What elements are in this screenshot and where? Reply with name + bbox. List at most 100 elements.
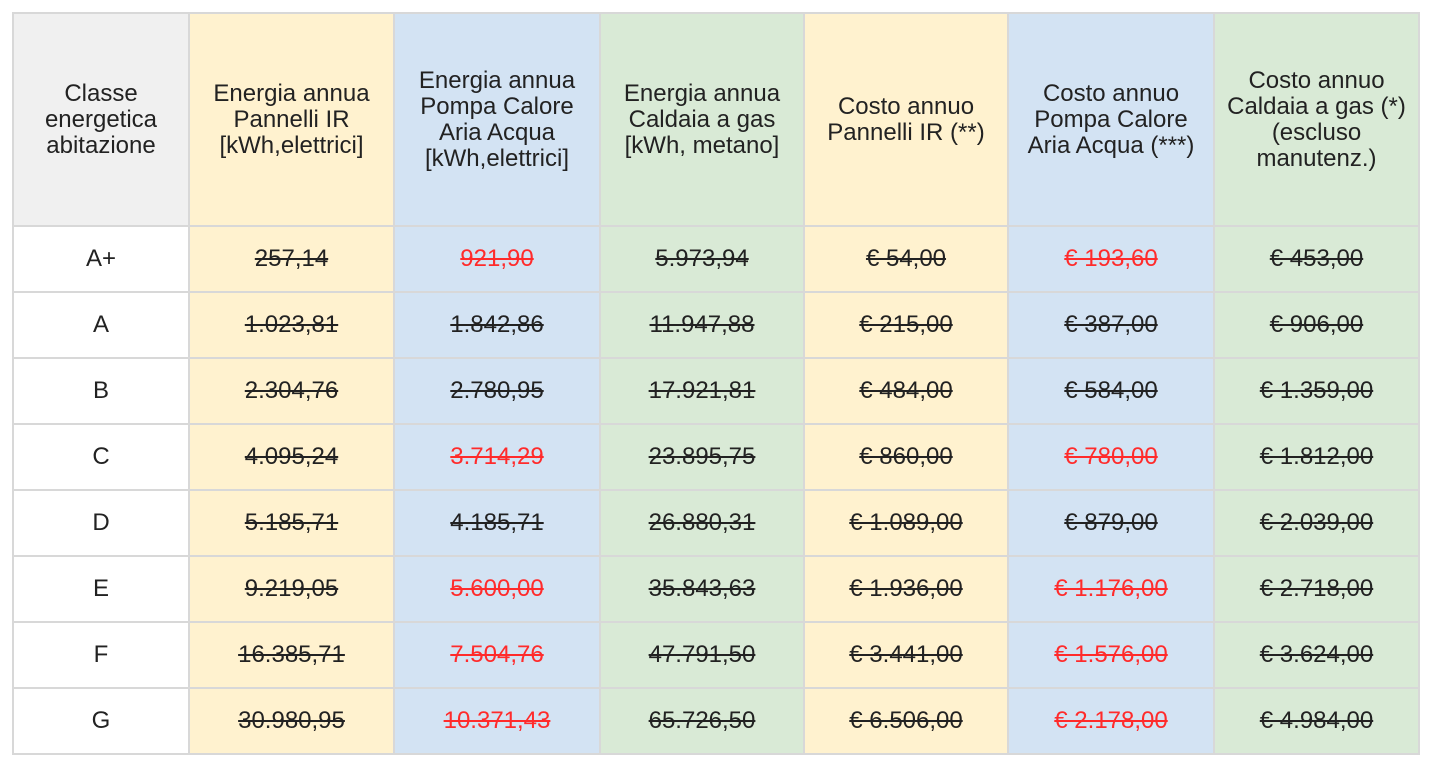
cell-energia-caldaia-value: 35.843,63 bbox=[648, 575, 756, 602]
cell-energia-ir-value: 16.385,71 bbox=[238, 641, 345, 668]
cell-energia-pompa: 5.600,00 bbox=[393, 555, 601, 623]
cell-costo-pompa: € 780,00 bbox=[1007, 423, 1215, 491]
cell-costo-ir-value: € 6.506,00 bbox=[849, 707, 963, 734]
cell-costo-caldaia-value: € 453,00 bbox=[1269, 245, 1364, 272]
cell-costo-pompa: € 879,00 bbox=[1007, 489, 1215, 557]
cell-energia-pompa-value: 4.185,71 bbox=[450, 509, 544, 536]
cell-costo-pompa: € 1.576,00 bbox=[1007, 621, 1215, 689]
cell-energia-ir: 2.304,76 bbox=[188, 357, 395, 425]
cell-energia-caldaia-value: 65.726,50 bbox=[648, 707, 756, 734]
table-row: B 2.304,76 2.780,95 17.921,81 € 484,00 € 584,… bbox=[12, 357, 1420, 425]
cell-costo-ir: € 3.441,00 bbox=[803, 621, 1009, 689]
cell-energia-caldaia: 35.843,63 bbox=[599, 555, 805, 623]
cell-costo-ir: € 6.506,00 bbox=[803, 687, 1009, 755]
cell-energia-caldaia-value: 23.895,75 bbox=[648, 443, 756, 470]
header-costo-caldaia: Costo annuo Caldaia a gas (*) (escluso m… bbox=[1213, 12, 1420, 227]
cell-costo-caldaia-value: € 906,00 bbox=[1269, 311, 1364, 338]
cell-energia-caldaia: 65.726,50 bbox=[599, 687, 805, 755]
cell-energia-ir-value: 4.095,24 bbox=[244, 443, 339, 470]
table-row: E 9.219,05 5.600,00 35.843,63 € 1.936,00 € 1.… bbox=[12, 555, 1420, 623]
cell-costo-ir-value: € 215,00 bbox=[859, 311, 953, 338]
cell-energia-pompa: 3.714,29 bbox=[393, 423, 601, 491]
cell-energia-caldaia: 23.895,75 bbox=[599, 423, 805, 491]
cell-energia-pompa: 7.504,76 bbox=[393, 621, 601, 689]
cell-costo-caldaia-value: € 2.039,00 bbox=[1259, 509, 1374, 536]
cell-energia-caldaia: 47.791,50 bbox=[599, 621, 805, 689]
cell-classe: E bbox=[12, 555, 190, 623]
cell-energia-pompa: 1.842,86 bbox=[393, 291, 601, 359]
cell-costo-pompa-value: € 2.178,00 bbox=[1054, 707, 1168, 734]
cell-costo-ir-value: € 54,00 bbox=[865, 245, 947, 272]
cell-costo-caldaia: € 906,00 bbox=[1213, 291, 1420, 359]
cell-costo-caldaia: € 1.359,00 bbox=[1213, 357, 1420, 425]
cell-classe: B bbox=[12, 357, 190, 425]
cell-classe: F bbox=[12, 621, 190, 689]
table-row: A+ 257,14 921,90 5.973,94 € 54,00 € 193,60 € 4… bbox=[12, 225, 1420, 293]
cell-costo-ir-value: € 484,00 bbox=[859, 377, 953, 404]
cell-classe: A+ bbox=[12, 225, 190, 293]
cell-energia-caldaia: 5.973,94 bbox=[599, 225, 805, 293]
cell-energia-pompa-value: 1.842,86 bbox=[450, 311, 544, 338]
table-row: F 16.385,71 7.504,76 47.791,50 € 3.441,00 € 1… bbox=[12, 621, 1420, 689]
cell-energia-pompa: 4.185,71 bbox=[393, 489, 601, 557]
cell-energia-pompa-value: 5.600,00 bbox=[450, 575, 544, 602]
cell-costo-pompa-value: € 584,00 bbox=[1064, 377, 1158, 404]
cell-costo-pompa-value: € 387,00 bbox=[1064, 311, 1158, 338]
cell-energia-caldaia-value: 26.880,31 bbox=[648, 509, 756, 536]
cell-energia-ir: 9.219,05 bbox=[188, 555, 395, 623]
cell-energia-ir: 16.385,71 bbox=[188, 621, 395, 689]
table-row: A 1.023,81 1.842,86 11.947,88 € 215,00 € 387,… bbox=[12, 291, 1420, 359]
cell-energia-ir-value: 257,14 bbox=[254, 245, 329, 272]
cell-classe: D bbox=[12, 489, 190, 557]
cell-energia-caldaia: 26.880,31 bbox=[599, 489, 805, 557]
header-costo-pompa: Costo annuo Pompa Calore Aria Acqua (***… bbox=[1007, 12, 1215, 227]
cell-classe: C bbox=[12, 423, 190, 491]
cell-energia-ir: 30.980,95 bbox=[188, 687, 395, 755]
cell-costo-ir: € 484,00 bbox=[803, 357, 1009, 425]
cell-energia-pompa-value: 2.780,95 bbox=[450, 377, 544, 404]
table-row: C 4.095,24 3.714,29 23.895,75 € 860,00 € 780,… bbox=[12, 423, 1420, 491]
cell-costo-pompa: € 387,00 bbox=[1007, 291, 1215, 359]
cell-energia-caldaia-value: 47.791,50 bbox=[648, 641, 756, 668]
cell-costo-ir: € 1.089,00 bbox=[803, 489, 1009, 557]
cell-costo-ir: € 54,00 bbox=[803, 225, 1009, 293]
cell-costo-caldaia: € 1.812,00 bbox=[1213, 423, 1420, 491]
cell-costo-ir-value: € 1.936,00 bbox=[849, 575, 963, 602]
cell-costo-ir-value: € 860,00 bbox=[859, 443, 953, 470]
cell-costo-pompa: € 1.176,00 bbox=[1007, 555, 1215, 623]
cell-energia-caldaia: 17.921,81 bbox=[599, 357, 805, 425]
header-energia-caldaia: Energia annua Caldaia a gas [kWh, metano… bbox=[599, 12, 805, 227]
cell-energia-ir-value: 9.219,05 bbox=[244, 575, 339, 602]
header-costo-ir: Costo annuo Pannelli IR (**) bbox=[803, 12, 1009, 227]
cell-costo-caldaia: € 453,00 bbox=[1213, 225, 1420, 293]
cell-costo-caldaia: € 2.718,00 bbox=[1213, 555, 1420, 623]
cell-energia-ir: 257,14 bbox=[188, 225, 395, 293]
cell-energia-ir-value: 2.304,76 bbox=[244, 377, 339, 404]
cell-energia-pompa-value: 7.504,76 bbox=[450, 641, 544, 668]
cell-costo-ir: € 1.936,00 bbox=[803, 555, 1009, 623]
header-energia-pompa: Energia annua Pompa Calore Aria Acqua [k… bbox=[393, 12, 601, 227]
energy-comparison-table: Classe energetica abitazione Energia ann… bbox=[12, 12, 1420, 755]
cell-classe: A bbox=[12, 291, 190, 359]
cell-costo-caldaia-value: € 4.984,00 bbox=[1259, 707, 1374, 734]
cell-energia-pompa-value: 921,90 bbox=[460, 245, 534, 272]
cell-costo-caldaia-value: € 3.624,00 bbox=[1259, 641, 1374, 668]
table-row: D 5.185,71 4.185,71 26.880,31 € 1.089,00 € 87… bbox=[12, 489, 1420, 557]
cell-energia-ir-value: 5.185,71 bbox=[244, 509, 339, 536]
cell-energia-ir-value: 30.980,95 bbox=[238, 707, 345, 734]
cell-energia-pompa: 2.780,95 bbox=[393, 357, 601, 425]
cell-classe: G bbox=[12, 687, 190, 755]
header-row: Classe energetica abitazione Energia ann… bbox=[12, 12, 1420, 227]
cell-costo-caldaia: € 3.624,00 bbox=[1213, 621, 1420, 689]
cell-energia-caldaia: 11.947,88 bbox=[599, 291, 805, 359]
cell-costo-pompa-value: € 879,00 bbox=[1064, 509, 1158, 536]
cell-costo-caldaia: € 4.984,00 bbox=[1213, 687, 1420, 755]
cell-energia-ir: 4.095,24 bbox=[188, 423, 395, 491]
cell-costo-pompa: € 584,00 bbox=[1007, 357, 1215, 425]
cell-costo-caldaia-value: € 1.359,00 bbox=[1259, 377, 1374, 404]
cell-costo-caldaia-value: € 1.812,00 bbox=[1259, 443, 1374, 470]
header-energia-ir: Energia annua Pannelli IR [kWh,elettrici… bbox=[188, 12, 395, 227]
cell-costo-ir-value: € 1.089,00 bbox=[849, 509, 963, 536]
cell-costo-pompa: € 193,60 bbox=[1007, 225, 1215, 293]
cell-energia-caldaia-value: 17.921,81 bbox=[648, 377, 756, 404]
